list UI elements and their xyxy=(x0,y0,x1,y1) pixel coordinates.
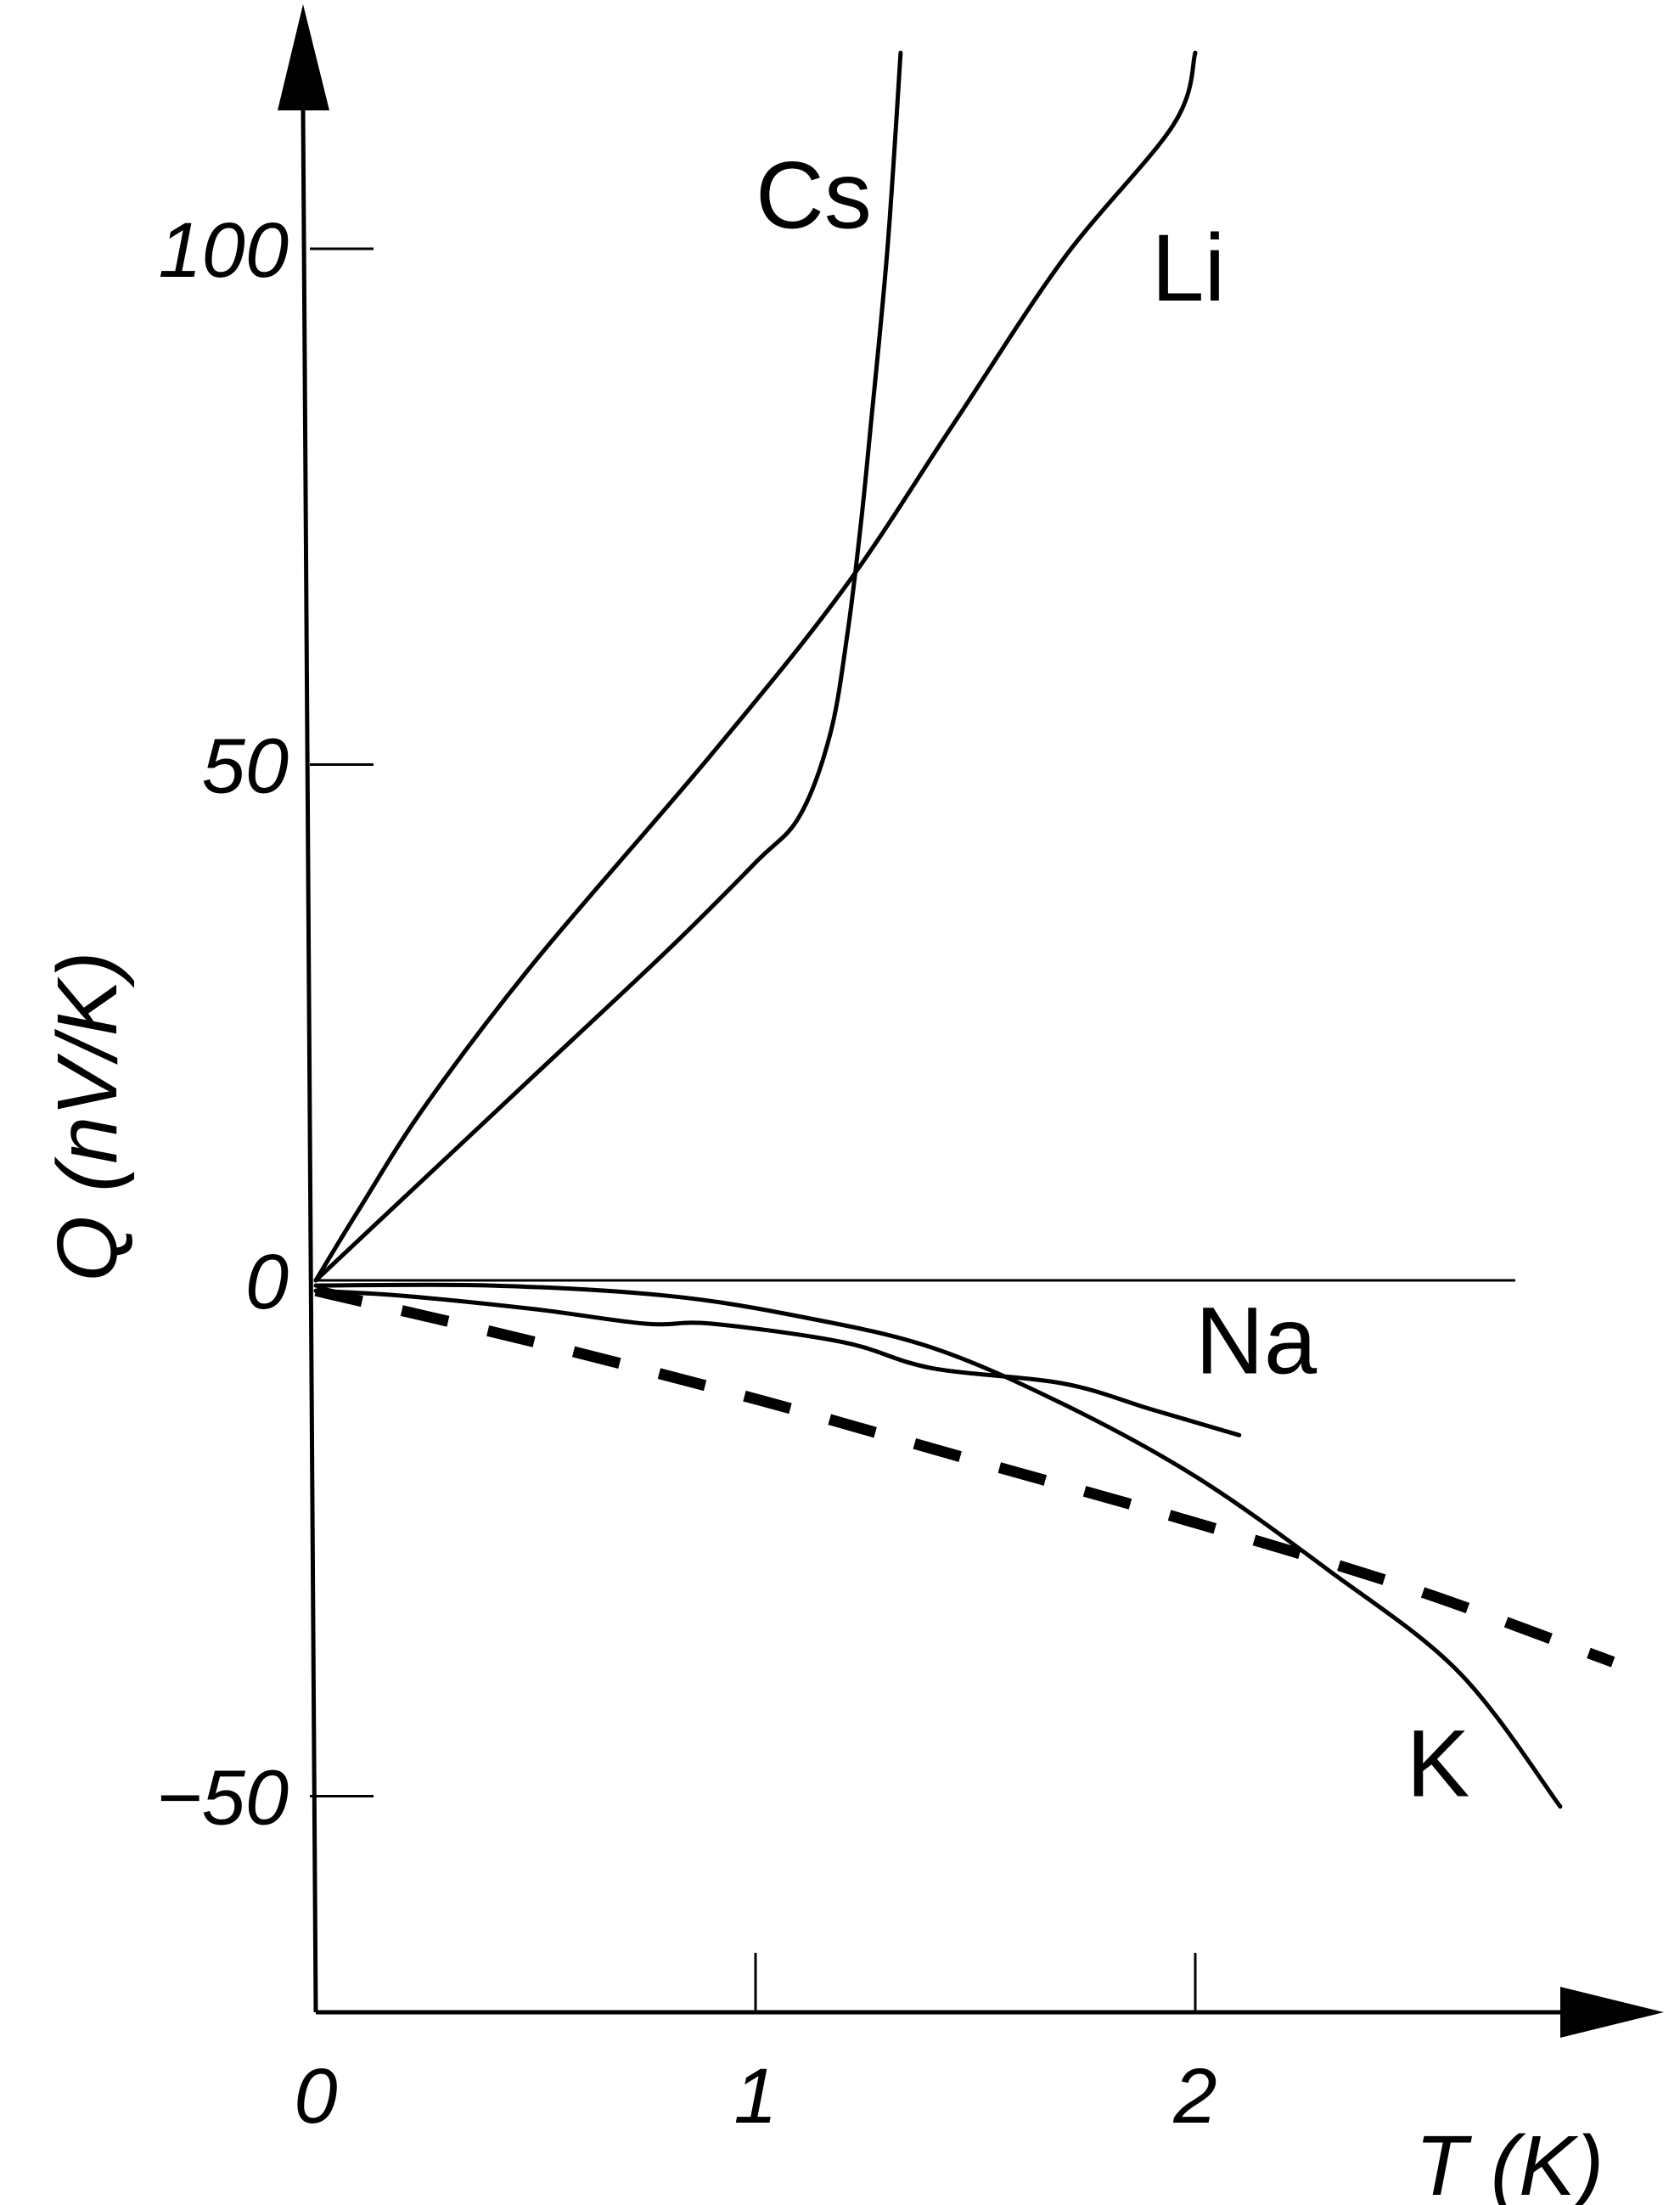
y-tick-label: −50 xyxy=(156,1755,289,1842)
y-tick-label: 0 xyxy=(245,1239,289,1325)
series-label-li: Li xyxy=(1151,215,1225,321)
y-ticks: 100 50 0 −50 xyxy=(156,207,374,1842)
axes xyxy=(278,4,1664,2038)
y-tick-label: 100 xyxy=(159,207,289,294)
x-axis-arrowhead xyxy=(1560,1987,1664,2038)
x-tick-label: 2 xyxy=(1172,2053,1216,2140)
x-axis-label: T (K) xyxy=(1415,2118,1604,2205)
series-line-li xyxy=(313,50,1198,1283)
series-line-cs xyxy=(313,50,903,1283)
y-axis-label: Q (nV/K) xyxy=(40,952,135,1282)
x-tick-label: 0 xyxy=(294,2053,337,2140)
series-line-k xyxy=(313,1282,1563,1809)
series-labels: Cs Li Na K xyxy=(756,143,1469,1817)
y-tick-label: 50 xyxy=(202,723,289,810)
series-label-k: K xyxy=(1407,1711,1470,1817)
y-axis xyxy=(301,110,318,2013)
x-ticks: 0 1 2 xyxy=(294,1953,1217,2140)
series-line-na xyxy=(313,1288,1242,1437)
series-line-dashed xyxy=(314,1285,1615,1668)
series-group xyxy=(313,50,1615,1809)
y-axis-arrowhead xyxy=(278,4,329,110)
x-tick-label: 1 xyxy=(733,2053,777,2140)
series-label-na: Na xyxy=(1195,1287,1318,1393)
series-label-cs: Cs xyxy=(756,143,872,249)
